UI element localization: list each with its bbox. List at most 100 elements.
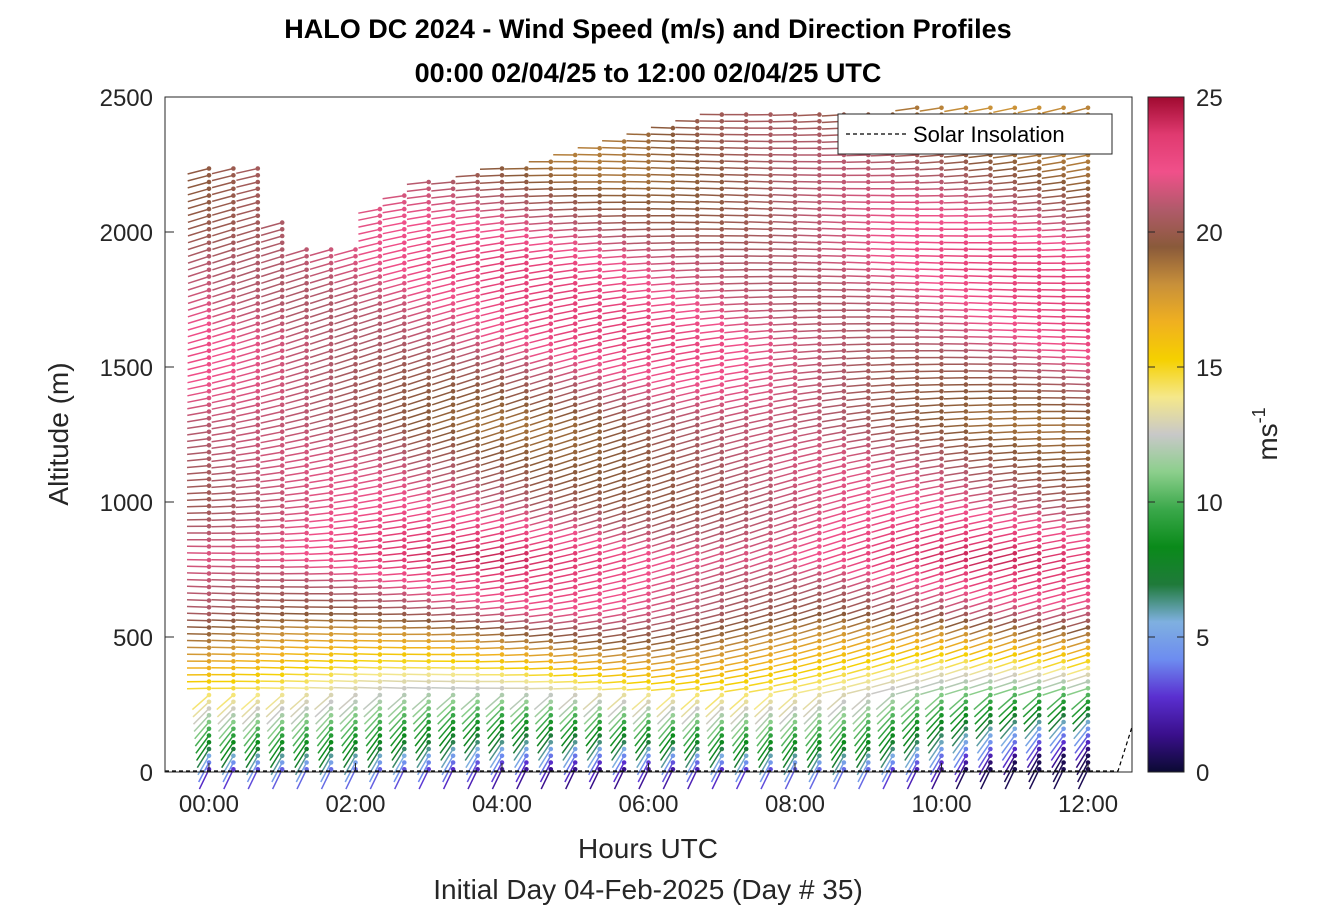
wind-barb <box>186 639 210 642</box>
wind-barb-head <box>499 564 505 570</box>
wind-barb-head <box>499 692 505 698</box>
wind-barb-head <box>597 645 602 651</box>
wind-barb <box>756 728 772 747</box>
wind-barb-head <box>304 665 309 671</box>
wind-barb-head <box>426 605 432 610</box>
wind-barb <box>706 721 723 740</box>
wind-barb-head <box>426 571 432 576</box>
wind-barb <box>748 363 771 368</box>
wind-barb-head <box>743 220 749 225</box>
wind-barb-head <box>817 605 822 610</box>
wind-barb-head <box>841 368 847 374</box>
wind-barb <box>382 559 405 563</box>
wind-barb <box>241 701 259 718</box>
wind-barb <box>357 593 380 596</box>
wind-barb <box>211 404 234 410</box>
wind-barb-head <box>304 497 309 502</box>
wind-barb <box>505 397 527 406</box>
wind-barb <box>357 545 380 550</box>
wind-barb <box>626 235 649 238</box>
wind-barb-head <box>670 672 676 678</box>
wind-barb <box>504 640 527 644</box>
wind-barb-head <box>646 760 651 765</box>
wind-barb-head <box>206 260 212 266</box>
wind-barb-head <box>597 260 602 266</box>
wind-barb <box>456 309 478 317</box>
wind-barb <box>333 505 356 510</box>
wind-barb <box>675 572 698 581</box>
wind-barb <box>704 694 723 711</box>
wind-barb-head <box>572 436 578 441</box>
wind-barb <box>480 242 503 247</box>
wind-barb-head <box>426 227 432 232</box>
wind-barb <box>724 200 747 204</box>
wind-barb-head <box>743 699 749 705</box>
wind-barb-head <box>719 544 725 549</box>
wind-barb-head <box>231 166 236 171</box>
wind-barb-head <box>621 436 627 441</box>
wind-barb-head <box>572 281 578 286</box>
wind-barb-head <box>402 503 407 509</box>
wind-barb <box>822 498 845 506</box>
wind-barb <box>260 498 283 503</box>
wind-barb-head <box>743 179 749 185</box>
wind-barb <box>363 701 381 718</box>
wind-barb <box>540 768 552 790</box>
wind-barb <box>235 485 258 489</box>
wind-barb <box>357 659 380 663</box>
wind-barb-head <box>719 713 725 718</box>
wind-barb <box>650 687 673 692</box>
wind-barb <box>847 606 869 615</box>
wind-barb <box>577 215 600 218</box>
wind-barb <box>480 532 503 539</box>
wind-barb-head <box>426 449 432 455</box>
wind-barb <box>773 559 796 568</box>
wind-barb-head <box>255 598 261 603</box>
wind-barb <box>187 174 210 182</box>
wind-barb-head <box>450 517 456 522</box>
wind-barb-head <box>524 490 529 495</box>
wind-barb-head <box>475 679 480 684</box>
wind-barb <box>821 329 844 332</box>
wind-barb-head <box>231 746 236 752</box>
wind-barb <box>357 512 381 517</box>
wind-barb-head <box>695 152 700 158</box>
wind-barb-head <box>548 497 554 502</box>
wind-barb-head <box>475 260 480 266</box>
wind-barb-head <box>841 665 847 671</box>
wind-barb <box>438 721 454 740</box>
wind-barb <box>431 471 454 479</box>
wind-barb <box>846 505 869 513</box>
wind-barb-head <box>499 483 505 489</box>
wind-barb <box>358 383 381 392</box>
wind-barb-head <box>621 287 627 293</box>
wind-barb-head <box>279 544 285 549</box>
wind-barb-head <box>817 719 822 725</box>
wind-barb <box>578 363 600 371</box>
wind-barb-head <box>817 362 822 367</box>
wind-barb-head <box>255 618 261 624</box>
wind-barb-head <box>841 470 847 475</box>
wind-barb-head <box>279 443 285 448</box>
wind-barb-head <box>279 713 285 718</box>
wind-barb-head <box>572 166 578 171</box>
wind-barb-head <box>572 253 578 259</box>
wind-barb <box>636 748 650 769</box>
wind-barb <box>699 187 722 190</box>
wind-barb-head <box>475 389 480 394</box>
wind-barb-head <box>743 240 749 246</box>
wind-barb <box>218 721 234 740</box>
wind-barb-head <box>475 227 480 232</box>
wind-barb-head <box>719 193 725 198</box>
wind-barb <box>749 478 771 487</box>
wind-barb <box>609 728 625 747</box>
wind-barb-head <box>670 490 676 495</box>
wind-barb-head <box>792 429 798 435</box>
wind-barb-head <box>402 733 407 738</box>
wind-barb-head <box>817 220 822 225</box>
wind-barb-head <box>719 625 725 630</box>
wind-barb-head <box>841 571 847 576</box>
wind-barb-head <box>841 253 847 259</box>
wind-barb-head <box>597 422 602 428</box>
wind-barb <box>724 647 747 654</box>
